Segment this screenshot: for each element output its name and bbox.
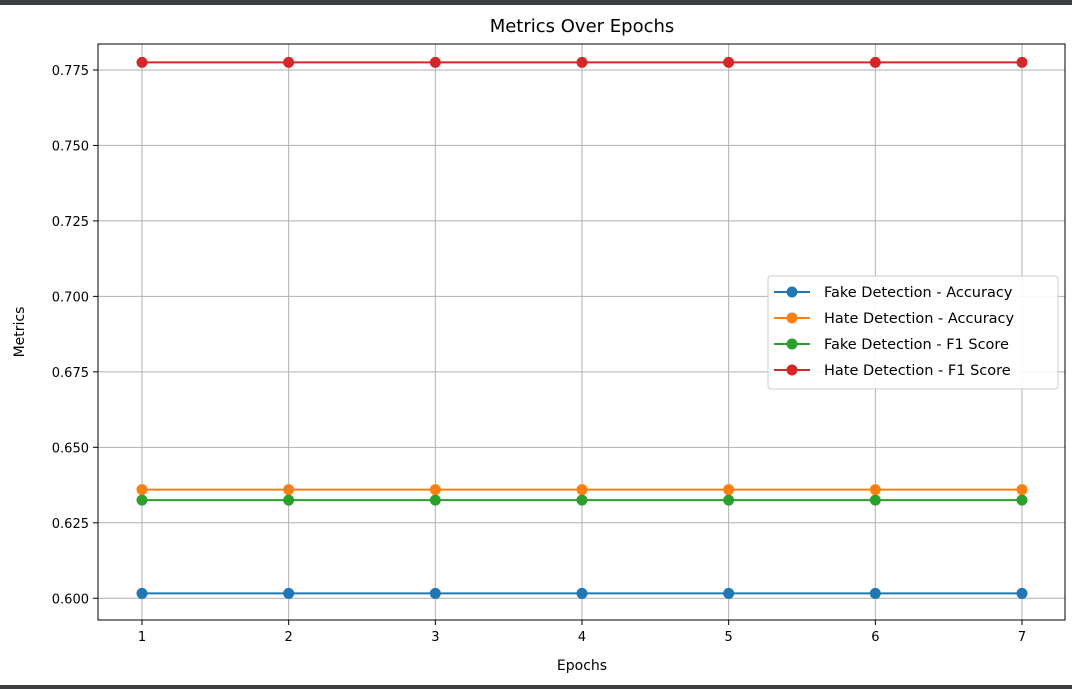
legend-marker	[786, 364, 798, 376]
x-axis-label: Epochs	[557, 658, 607, 674]
top-bar	[0, 0, 1072, 5]
data-point	[723, 587, 735, 599]
data-point	[576, 494, 588, 506]
data-point	[723, 484, 735, 496]
x-tick-label: 5	[725, 630, 733, 645]
axis-ticks: 1 2 3 4 5 6 7 0.600 0.625 0.650 0.675 0.700 0.725 0.7…	[52, 64, 1026, 645]
series-layer	[136, 56, 1028, 599]
data-point	[283, 56, 295, 68]
data-point	[283, 587, 295, 599]
y-tick-label: 0.650	[52, 441, 89, 456]
data-point	[136, 484, 148, 496]
data-point	[576, 484, 588, 496]
data-point	[869, 587, 881, 599]
y-tick-label: 0.700	[52, 290, 89, 305]
data-point	[136, 494, 148, 506]
y-axis-label: Metrics	[12, 307, 28, 358]
legend-label: Hate Detection - F1 Score	[824, 363, 1011, 379]
data-point	[576, 587, 588, 599]
x-tick-label: 2	[285, 630, 293, 645]
data-point	[283, 494, 295, 506]
legend: Fake Detection - Accuracy Hate Detection …	[767, 275, 1059, 390]
data-point	[723, 494, 735, 506]
y-tick-label: 0.775	[52, 64, 89, 79]
legend-box	[767, 275, 1059, 390]
data-point	[1016, 587, 1028, 599]
legend-marker	[786, 338, 798, 350]
chart-title: Metrics Over Epochs	[490, 16, 675, 37]
y-tick-label: 0.725	[52, 215, 89, 230]
legend-label: Fake Detection - F1 Score	[824, 337, 1009, 353]
data-point	[136, 587, 148, 599]
data-point	[1016, 484, 1028, 496]
x-tick-label: 7	[1018, 630, 1026, 645]
data-point	[723, 56, 735, 68]
legend-label: Fake Detection - Accuracy	[824, 285, 1013, 301]
x-tick-label: 6	[871, 630, 879, 645]
legend-label: Hate Detection - Accuracy	[824, 311, 1015, 327]
y-tick-label: 0.600	[52, 592, 89, 607]
data-point	[869, 494, 881, 506]
y-tick-label: 0.675	[52, 366, 89, 381]
x-tick-label: 3	[431, 630, 439, 645]
y-tick-label: 0.625	[52, 517, 89, 532]
data-point	[429, 494, 441, 506]
data-point	[576, 56, 588, 68]
data-point	[283, 484, 295, 496]
data-point	[1016, 494, 1028, 506]
data-point	[429, 56, 441, 68]
bottom-bar	[0, 685, 1072, 689]
data-point	[1016, 56, 1028, 68]
x-tick-label: 1	[138, 630, 146, 645]
legend-marker	[786, 312, 798, 324]
data-point	[429, 587, 441, 599]
data-point	[429, 484, 441, 496]
x-tick-label: 4	[578, 630, 586, 645]
data-point	[869, 56, 881, 68]
data-point	[869, 484, 881, 496]
legend-marker	[786, 286, 798, 298]
data-point	[136, 56, 148, 68]
y-tick-label: 0.750	[52, 139, 89, 154]
